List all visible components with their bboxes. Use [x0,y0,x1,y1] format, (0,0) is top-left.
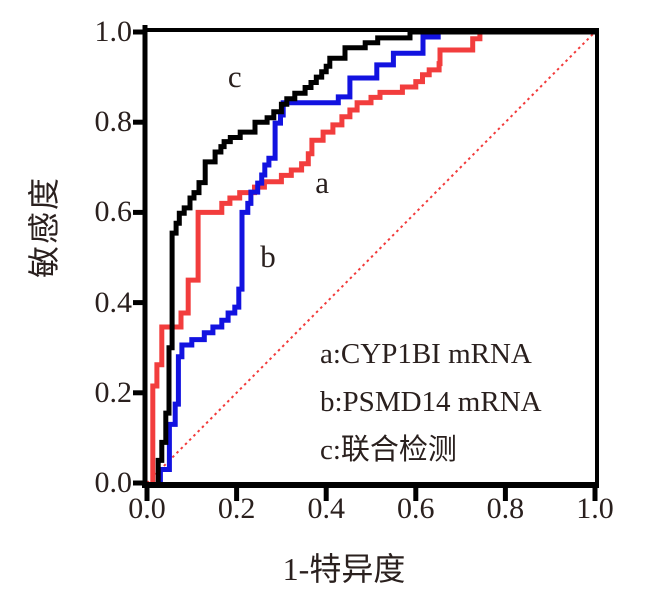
curve-label-a: a [315,165,330,201]
y-tick-label-1.0: 1.0 [94,15,133,48]
x-tick-label-0.0: 0.0 [128,492,166,525]
roc-curve-b [157,29,595,483]
y-tick-label-0.2: 0.2 [94,375,133,409]
y-tick-label-0.0: 0.0 [94,466,133,499]
curve-label-c: c [227,59,242,95]
y-tick-label-0.4: 0.4 [94,285,133,319]
x-tick-label-0.8: 0.8 [486,492,525,525]
x-tick-label-0.4: 0.4 [307,492,345,525]
x-tick-label-1.0: 1.0 [576,492,614,525]
x-tick-label-0.2: 0.2 [217,492,256,525]
y-tick-label-0.6: 0.6 [94,195,133,229]
x-tick-label-0.6: 0.6 [397,492,435,525]
legend-item-b: b:PSMD14 mRNA [320,386,542,418]
x-axis-title: 1-特异度 [282,551,406,587]
legend-item-c: c:联合检测 [320,434,457,466]
plot-area [133,25,599,501]
y-tick-label-0.8: 0.8 [94,105,133,139]
roc-curve-a [150,29,595,483]
curve-label-b: b [260,239,276,275]
legend: a:CYP1BI mRNA b:PSMD14 mRNA c:联合检测 [320,330,542,474]
roc-curve-c [155,29,595,483]
reference-diagonal-line [146,31,596,484]
y-axis-title: 敏感度 [26,175,62,279]
legend-item-a: a:CYP1BI mRNA [320,338,532,370]
